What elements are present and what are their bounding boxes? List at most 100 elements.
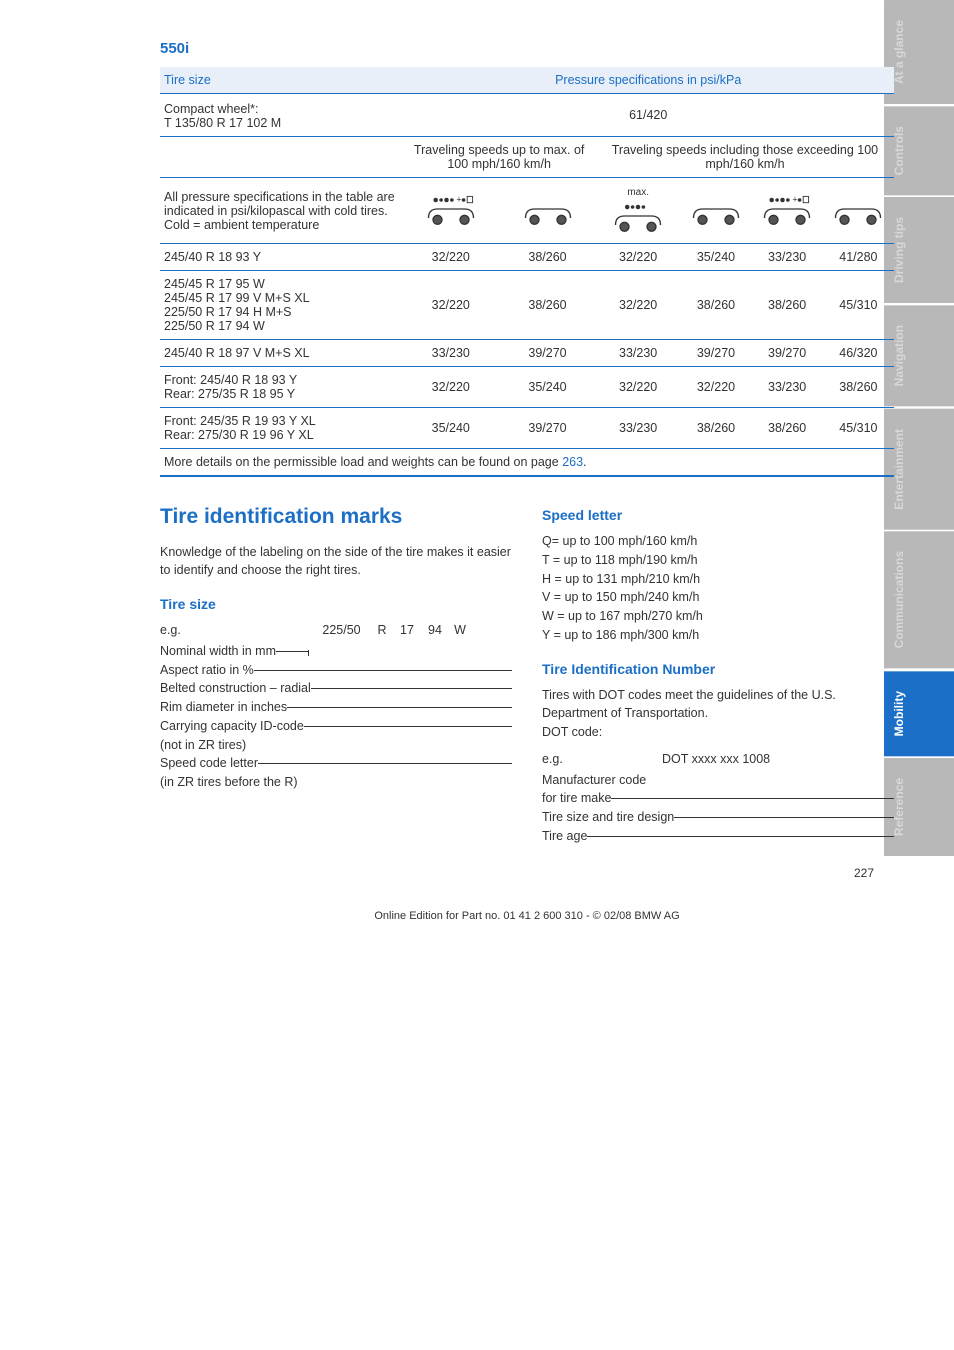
tdl-5: (not in ZR tires) [160, 736, 246, 755]
load-icon-6 [823, 178, 894, 244]
tire-id-intro: Knowledge of the labeling on the side of… [160, 543, 512, 581]
pressure-cell: 39/270 [752, 340, 823, 367]
pressure-cell: 33/230 [402, 340, 499, 367]
pressure-note-1: All pressure specifications in the table… [164, 190, 395, 218]
tire-eg-label: e.g. [160, 621, 310, 640]
speed-letter-row: Q= up to 100 mph/160 km/h [542, 532, 894, 551]
pressure-cell: 39/270 [499, 408, 596, 449]
tire-size-cell: 245/45 R 17 95 W245/45 R 17 99 V M+S XL2… [160, 271, 402, 340]
tire-id-title: Tire identification marks [160, 501, 512, 533]
pressure-cell: 38/260 [823, 367, 894, 408]
pressure-note-cell: All pressure specifications in the table… [160, 178, 402, 244]
footer-copyright: Online Edition for Part no. 01 41 2 600 … [160, 910, 894, 922]
tdl-0: Nominal width in mm [160, 642, 276, 661]
hdr-pressure: Pressure specifications in psi/kPa [402, 67, 894, 94]
speed-letter-row: T = up to 118 mph/190 km/h [542, 551, 894, 570]
tire-ex-r: R [373, 621, 391, 640]
pressure-cell: 45/310 [823, 271, 894, 340]
tinl-2: Tire size and tire design [542, 808, 674, 827]
tire-pressure-table: Tire size Pressure specifications in psi… [160, 67, 894, 477]
tinl-1: for tire make [542, 789, 611, 808]
pressure-cell: 38/260 [680, 271, 751, 340]
pressure-cell: 32/220 [596, 367, 680, 408]
compact-size: T 135/80 R 17 102 M [164, 116, 281, 130]
load-icon-1: + [402, 178, 499, 244]
tdl-4: Carrying capacity ID-code [160, 717, 304, 736]
pressure-note-2: Cold = ambient temperature [164, 218, 319, 232]
speed-letter-list: Q= up to 100 mph/160 km/hT = up to 118 m… [542, 532, 894, 645]
model-title: 550i [160, 40, 894, 57]
speed-letter-title: Speed letter [542, 505, 894, 526]
table-row: 245/40 R 18 93 Y32/22038/26032/22035/240… [160, 244, 894, 271]
speed-letter-row: H = up to 131 mph/210 km/h [542, 570, 894, 589]
speed-letter-row: V = up to 150 mph/240 km/h [542, 588, 894, 607]
pressure-cell: 38/260 [752, 408, 823, 449]
tire-size-cell: 245/40 R 18 97 V M+S XL [160, 340, 402, 367]
table-row: Front: 245/35 R 19 93 Y XLRear: 275/30 R… [160, 408, 894, 449]
tire-ex-width: 225/50 [314, 621, 369, 640]
note-page-link[interactable]: 263 [562, 455, 583, 469]
tire-ex-speed: W [451, 621, 469, 640]
svg-text:+: + [456, 195, 461, 205]
tin-intro: Tires with DOT codes meet the guidelines… [542, 686, 894, 724]
load-icon-2 [499, 178, 596, 244]
pressure-cell: 35/240 [402, 408, 499, 449]
speed-over-hdr: Traveling speeds including those exceedi… [596, 137, 894, 178]
page-content: 550i Tire size Pressure specifications i… [0, 0, 954, 962]
load-icon-5: + [752, 178, 823, 244]
speed-letter-row: Y = up to 186 mph/300 km/h [542, 626, 894, 645]
speed-letter-row: W = up to 167 mph/270 km/h [542, 607, 894, 626]
table-row: Front: 245/40 R 18 93 YRear: 275/35 R 18… [160, 367, 894, 408]
load-icon-3: max. [596, 178, 680, 244]
tinl-0: Manufacturer code [542, 771, 646, 790]
tdl-6: Speed code letter [160, 754, 258, 773]
tdl-2: Belted construction – radial [160, 679, 311, 698]
tinl-3: Tire age [542, 827, 587, 846]
pressure-cell: 33/230 [752, 367, 823, 408]
tdl-3: Rim diameter in inches [160, 698, 287, 717]
note-post: . [583, 455, 586, 469]
tire-size-cell: 245/40 R 18 93 Y [160, 244, 402, 271]
table-footer-note: More details on the permissible load and… [160, 449, 894, 477]
pressure-cell: 38/260 [499, 271, 596, 340]
left-column: Tire identification marks Knowledge of t… [160, 477, 512, 846]
pressure-cell: 45/310 [823, 408, 894, 449]
pressure-cell: 32/220 [596, 271, 680, 340]
pressure-cell: 38/260 [680, 408, 751, 449]
pressure-cell: 41/280 [823, 244, 894, 271]
pressure-cell: 35/240 [680, 244, 751, 271]
tdl-1: Aspect ratio in % [160, 661, 254, 680]
table-row: 245/40 R 18 97 V M+S XL33/23039/27033/23… [160, 340, 894, 367]
pressure-cell: 32/220 [402, 271, 499, 340]
pressure-cell: 33/230 [596, 340, 680, 367]
tire-size-cell: Front: 245/35 R 19 93 Y XLRear: 275/30 R… [160, 408, 402, 449]
pressure-cell: 39/270 [499, 340, 596, 367]
hdr-tire-size: Tire size [160, 67, 402, 94]
svg-text:+: + [793, 195, 798, 205]
pressure-cell: 32/220 [680, 367, 751, 408]
max-label-1: max. [627, 187, 649, 198]
tire-size-title: Tire size [160, 594, 512, 615]
page-number: 227 [160, 866, 894, 880]
tire-size-diagram: Nominal width in mm Aspect ratio in % Be… [160, 642, 512, 792]
tdl-7: (in ZR tires before the R) [160, 773, 298, 792]
pressure-cell: 33/230 [752, 244, 823, 271]
note-pre: More details on the permissible load and… [164, 455, 562, 469]
right-column: Speed letter Q= up to 100 mph/160 km/hT … [542, 477, 894, 846]
pressure-cell: 32/220 [402, 367, 499, 408]
pressure-cell: 33/230 [596, 408, 680, 449]
speed-upto-hdr: Traveling speeds up to max. of 100 mph/1… [402, 137, 596, 178]
tin-diagram: Manufacturer code for tire make Tire siz… [542, 771, 894, 846]
tire-size-cell: Front: 245/40 R 18 93 YRear: 275/35 R 18… [160, 367, 402, 408]
tin-eg: e.g. [542, 750, 662, 769]
pressure-cell: 38/260 [752, 271, 823, 340]
pressure-cell: 32/220 [402, 244, 499, 271]
dot-code-label: DOT code: [542, 723, 894, 742]
pressure-cell: 35/240 [499, 367, 596, 408]
compact-label: Compact wheel*: [164, 102, 259, 116]
tire-ex-rim: 17 [395, 621, 419, 640]
tire-ex-load: 94 [423, 621, 447, 640]
speed-col-spacer [160, 137, 402, 178]
pressure-cell: 32/220 [596, 244, 680, 271]
tin-title: Tire Identification Number [542, 659, 894, 680]
